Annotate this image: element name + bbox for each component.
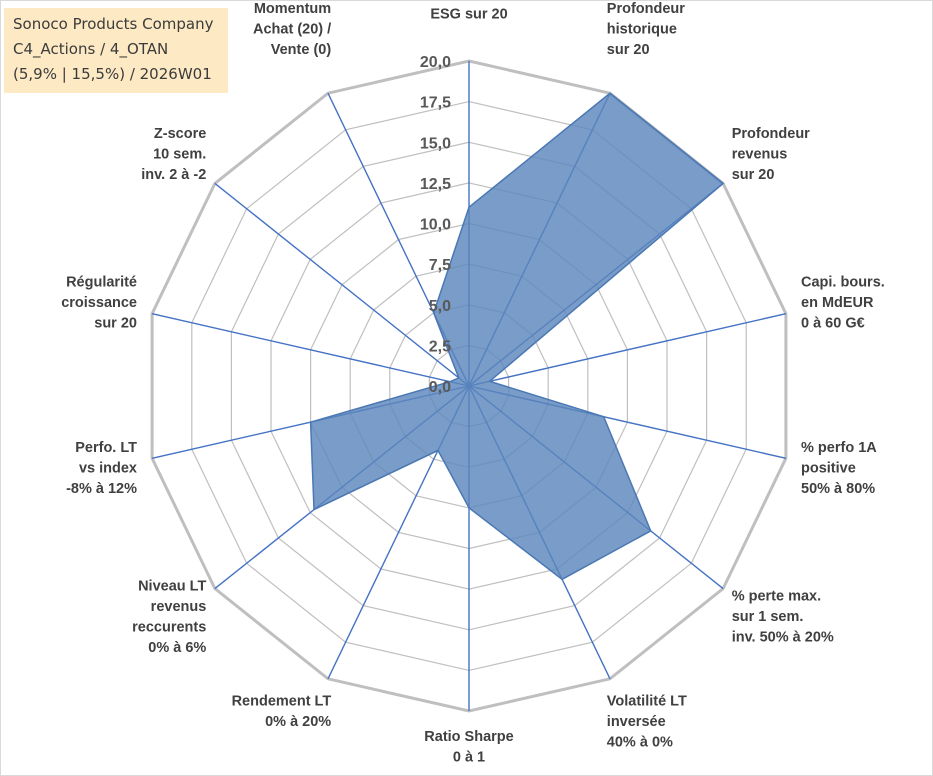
tick-labels: 0,0 2,5 5,0 7,5 10,0 12,5 15,0 17,5 20,0 <box>420 54 451 396</box>
tick-label-5: 12,5 <box>420 176 451 193</box>
axis-label-8: Rendement LT 0% à 20% <box>232 693 332 730</box>
axis-label-9: Niveau LT revenus reccurents 0% à 6% <box>132 578 206 656</box>
axis-label-line: Perfo. LT <box>75 440 137 456</box>
tick-label-7: 17,5 <box>420 95 451 112</box>
axis-label-line: Note <box>453 0 485 2</box>
axis-label-line: inv. 2 à -2 <box>141 167 206 183</box>
axis-label-line: Momentum <box>254 1 331 17</box>
axis-label-13: Momentum Achat (20) / Vente (0) <box>253 1 331 58</box>
axis-label-2: Profondeur revenus sur 20 <box>732 126 810 183</box>
chart-title-box: Sonoco Products Company C4_Actions / 4_O… <box>4 8 228 93</box>
tick-label-4: 10,0 <box>420 217 451 234</box>
axis-label-line: 0 à 1 <box>453 750 485 766</box>
data-area-group <box>309 92 725 581</box>
axis-label-line: 10 sem. <box>153 146 206 162</box>
tick-label-2: 5,0 <box>429 298 451 315</box>
axis-label-line: 0% à 6% <box>148 640 206 656</box>
axis-label-7: Ratio Sharpe 0 à 1 <box>424 729 513 766</box>
axis-label-line: -8% à 12% <box>66 481 137 497</box>
axis-label-line: sur 20 <box>732 167 775 183</box>
axis-label-10: Perfo. LT vs index -8% à 12% <box>66 440 137 497</box>
axis-spoke-11 <box>151 313 470 387</box>
axis-label-line: Achat (20) / <box>253 22 331 38</box>
tick-label-6: 15,0 <box>420 135 451 152</box>
tick-label-8: 20,0 <box>420 54 451 71</box>
axis-spoke-3 <box>468 313 787 387</box>
axis-label-line: 0 à 60 G€ <box>801 316 865 332</box>
axis-label-line: revenus <box>732 146 788 162</box>
axis-label-0: Note ESG sur 20 <box>430 0 507 23</box>
axis-label-line: Z-score <box>154 126 206 142</box>
axis-label-line: croissance <box>61 295 137 311</box>
title-period: (5,9% | 15,5%) / 2026W01 <box>13 65 212 83</box>
axis-label-line: Profondeur <box>732 126 810 142</box>
axis-label-line: en MdEUR <box>801 295 874 311</box>
axis-label-line: Régularité <box>66 275 137 291</box>
axis-label-line: sur 20 <box>94 316 137 332</box>
axis-label-6: Volatilité LT inversée 40% à 0% <box>607 693 687 750</box>
axis-label-4: % perfo 1A positive 50% à 80% <box>801 440 877 497</box>
data-area <box>309 92 725 581</box>
axis-label-line: Capi. bours. <box>801 275 885 291</box>
axis-label-line: % perfo 1A <box>801 440 877 456</box>
tick-label-1: 2,5 <box>429 338 451 355</box>
tick-label-3: 7,5 <box>429 257 451 274</box>
title-category: C4_Actions / 4_OTAN <box>13 40 169 58</box>
axis-label-line: 40% à 0% <box>607 734 673 750</box>
axis-labels: Note ESG sur 20 Profondeur historique sur 20… <box>61 0 885 766</box>
axis-spoke-12 <box>214 182 470 387</box>
axis-label-line: vs index <box>79 460 137 476</box>
axis-label-5: % perte max. sur 1 sem. inv. 50% à 20% <box>732 589 834 646</box>
axis-label-line: % perte max. <box>732 589 821 605</box>
axis-label-line: Profondeur <box>607 1 685 17</box>
axis-label-line: sur 1 sem. <box>732 609 804 625</box>
axis-label-line: 50% à 80% <box>801 481 875 497</box>
axis-label-line: Rendement LT <box>232 693 332 709</box>
axis-label-line: Ratio Sharpe <box>424 729 513 745</box>
axis-label-line: revenus <box>151 599 207 615</box>
axis-label-line: positive <box>801 460 856 476</box>
axis-label-line: Niveau LT <box>138 578 206 594</box>
axis-label-line: inversée <box>607 714 666 730</box>
axis-label-line: Volatilité LT <box>607 693 687 709</box>
axis-label-12: Z-score 10 sem. inv. 2 à -2 <box>141 126 206 183</box>
title-company: Sonoco Products Company <box>13 15 214 33</box>
axis-label-line: inv. 50% à 20% <box>732 630 834 646</box>
axis-label-line: historique <box>607 22 677 38</box>
axis-label-3: Capi. bours. en MdEUR 0 à 60 G€ <box>801 275 885 332</box>
axis-label-1: Profondeur historique sur 20 <box>607 1 685 58</box>
axis-label-line: 0% à 20% <box>265 714 331 730</box>
axis-label-line: sur 20 <box>607 42 650 58</box>
axis-label-11: Régularité croissance sur 20 <box>61 275 137 332</box>
axis-label-line: Vente (0) <box>271 42 332 58</box>
axis-label-line: ESG sur 20 <box>430 7 507 23</box>
axis-label-line: reccurents <box>132 619 206 635</box>
tick-label-0: 0,0 <box>429 379 451 396</box>
